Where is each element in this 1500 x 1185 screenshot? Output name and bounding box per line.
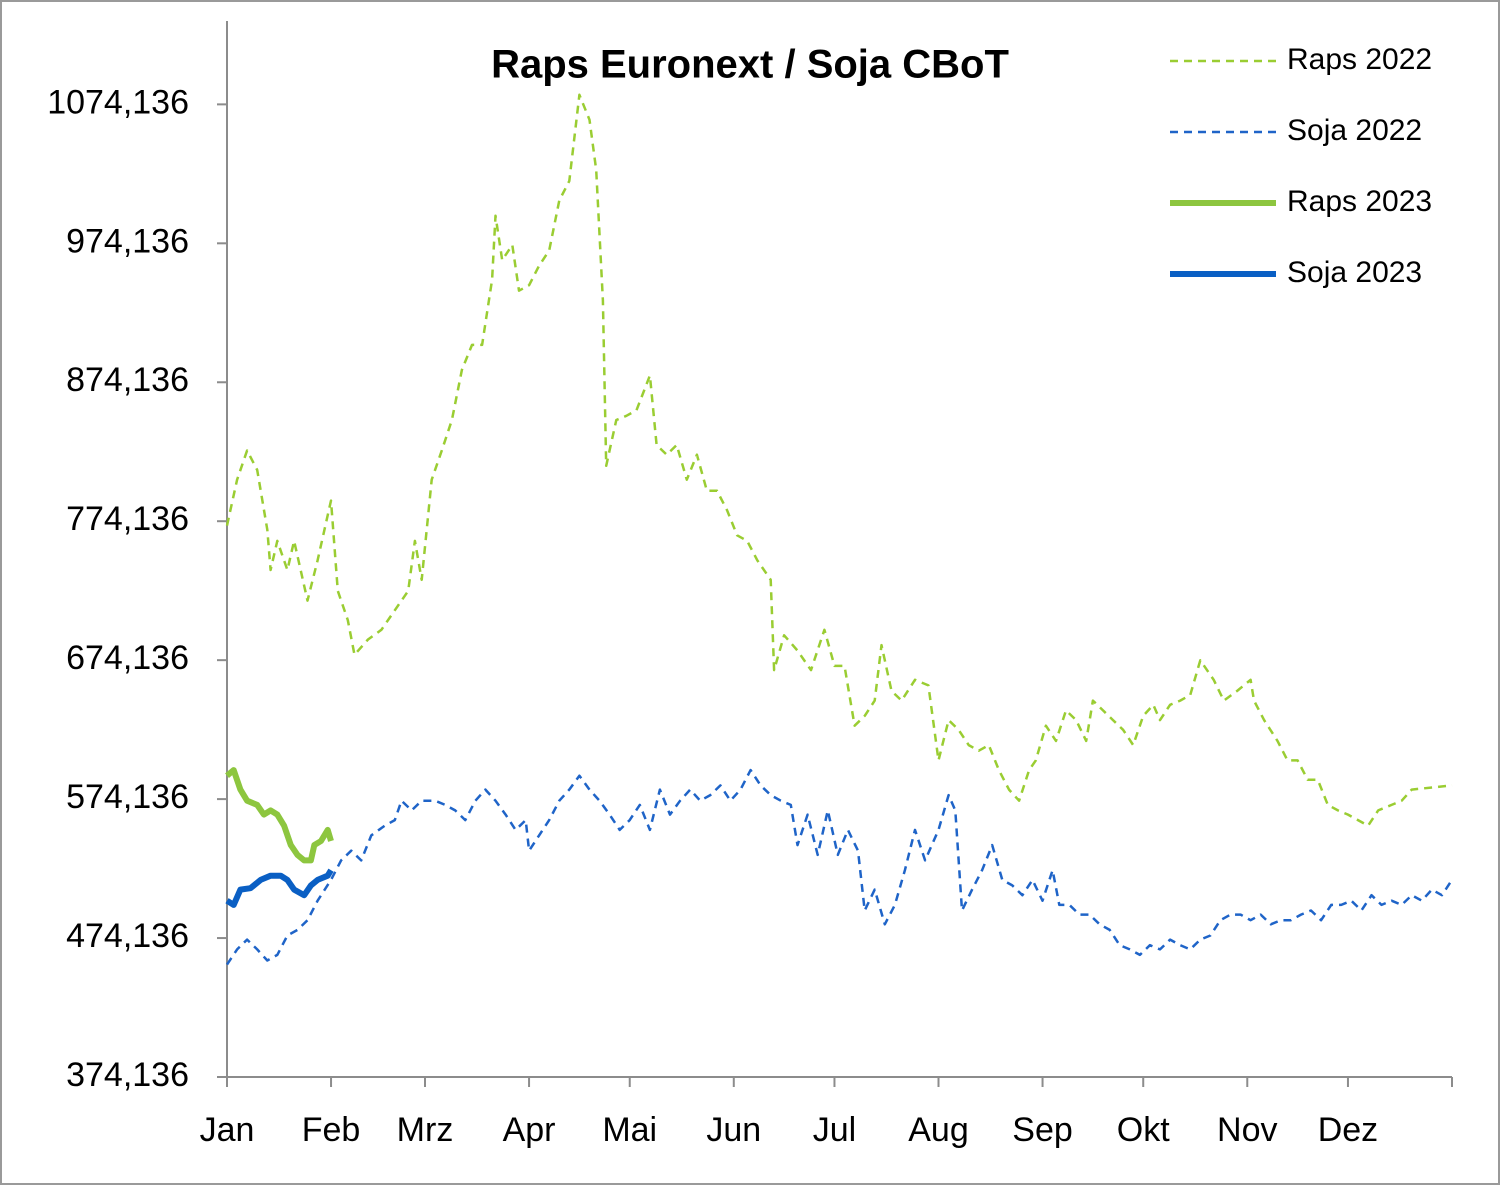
y-tick-label: 574,136: [66, 778, 189, 816]
line-series: [225, 768, 1454, 966]
legend-label: Soja 2022: [1287, 114, 1422, 147]
x-tick-label: Sep: [1012, 1111, 1073, 1149]
line-series: [225, 93, 1453, 827]
x-tick-label: Dez: [1318, 1111, 1378, 1149]
x-tick-label: Aug: [908, 1111, 969, 1149]
legend-label: Soja 2023: [1287, 256, 1422, 289]
chart-title: Raps Euronext / Soja CBoT: [491, 43, 1009, 87]
legend-label: Raps 2022: [1287, 43, 1432, 76]
legend-label: Raps 2023: [1287, 185, 1432, 218]
x-tick-label: Mrz: [397, 1111, 454, 1149]
line-series: [225, 767, 334, 864]
y-tick-label: 474,136: [66, 917, 189, 955]
x-tick-label: Mai: [602, 1111, 657, 1149]
x-tick-label: Feb: [302, 1111, 361, 1149]
x-tick-label: Jul: [813, 1111, 856, 1149]
y-tick-label: 374,136: [66, 1056, 189, 1094]
y-tick-label: 674,136: [66, 639, 189, 677]
y-tick-label: 774,136: [66, 500, 189, 538]
x-tick-label: Jun: [706, 1111, 761, 1149]
x-tick-label: Nov: [1217, 1111, 1277, 1149]
y-tick-label: 974,136: [66, 222, 189, 260]
y-tick-label: 874,136: [66, 361, 189, 399]
x-tick-label: Okt: [1117, 1111, 1170, 1149]
x-tick-label: Apr: [503, 1111, 556, 1149]
line-series: [225, 868, 334, 908]
y-tick-label: 1074,136: [47, 83, 189, 121]
x-tick-label: Jan: [200, 1111, 255, 1149]
